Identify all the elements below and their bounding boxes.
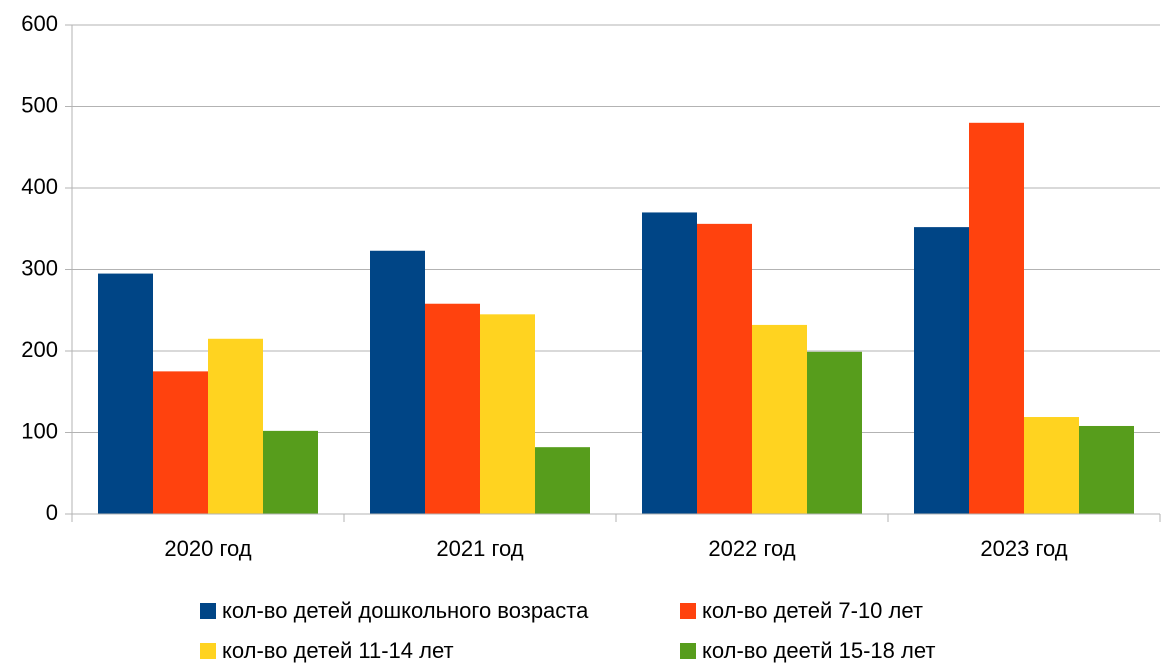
y-tick-label: 400	[21, 174, 58, 199]
legend-swatch	[200, 603, 216, 619]
bar	[1079, 425, 1134, 514]
bar	[153, 371, 208, 514]
y-tick-label: 200	[21, 337, 58, 362]
bar	[1024, 417, 1079, 514]
bar	[263, 430, 318, 514]
bar	[480, 314, 535, 514]
y-tick-label: 300	[21, 255, 58, 280]
legend-swatch	[680, 603, 696, 619]
bar	[752, 324, 807, 514]
bar	[535, 447, 590, 514]
bar	[914, 227, 969, 514]
x-tick-label: 2023 год	[980, 536, 1067, 561]
x-tick-label: 2020 год	[164, 536, 251, 561]
legend-label: кол-во детей дошкольного возраста	[222, 598, 589, 623]
y-tick-label: 0	[46, 500, 58, 525]
legend-swatch	[680, 643, 696, 659]
bar	[697, 223, 752, 515]
bar	[807, 351, 862, 514]
bar	[98, 273, 153, 514]
bar	[425, 303, 480, 514]
legend-label: кол-во детей 7-10 лет	[702, 598, 923, 623]
legend-label: кол-во деетй 15-18 лет	[702, 638, 935, 663]
x-tick-label: 2022 год	[708, 536, 795, 561]
bar	[969, 122, 1024, 515]
y-tick-label: 600	[21, 11, 58, 36]
y-tick-label: 500	[21, 92, 58, 117]
bar	[370, 250, 425, 514]
bar	[208, 338, 263, 514]
legend-swatch	[200, 643, 216, 659]
bar	[642, 212, 697, 514]
y-tick-label: 100	[21, 418, 58, 443]
x-tick-label: 2021 год	[436, 536, 523, 561]
legend-label: кол-во детей 11-14 лет	[222, 638, 454, 663]
